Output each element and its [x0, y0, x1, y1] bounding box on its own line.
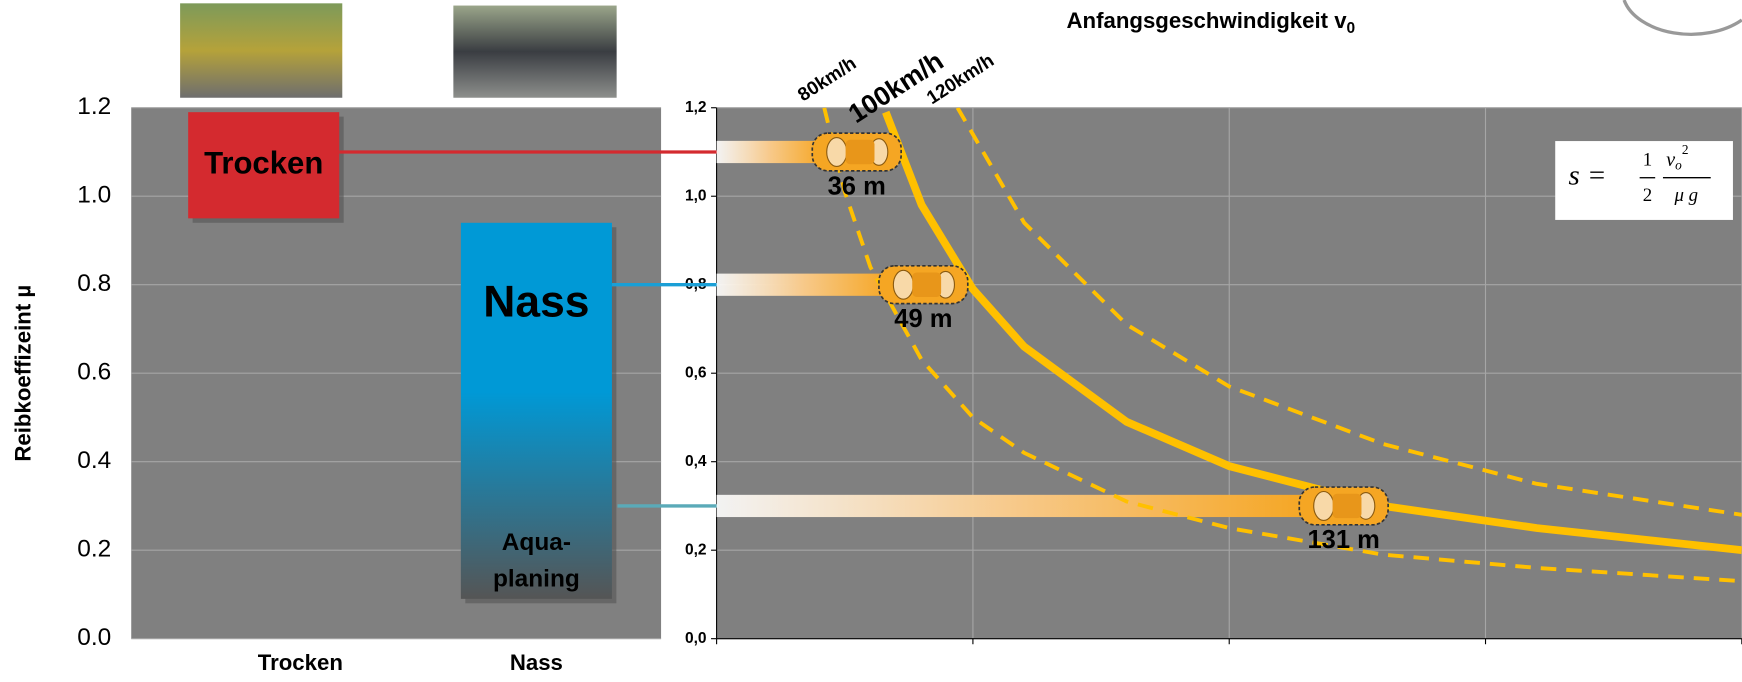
- car-marker: [1299, 487, 1388, 525]
- y-tick-label: 1.2: [77, 93, 111, 120]
- photo-wet-car: [453, 6, 616, 98]
- formula-sub: o: [1675, 158, 1682, 173]
- x-tick-label: Nass: [510, 650, 563, 675]
- car-window: [1314, 492, 1334, 521]
- y-tick-label: 0.4: [77, 447, 111, 474]
- distance-band: [717, 141, 824, 163]
- y-tick-label: 0.6: [77, 359, 111, 386]
- y-tick-label: 1,2: [685, 99, 707, 116]
- title-main: Anfangsgeschwindigkeit v: [1066, 8, 1347, 33]
- y-axis-title: Reibkoeffizeint µ: [10, 285, 35, 462]
- car-roof: [912, 273, 941, 297]
- car-roof: [1333, 494, 1362, 518]
- formula-lhs: s =: [1569, 159, 1607, 191]
- car-window: [893, 270, 913, 299]
- y-tick-label: 1.0: [77, 182, 111, 209]
- car-roof: [846, 140, 875, 164]
- y-tick-label: 0,0: [685, 630, 707, 647]
- x-tick-label: Trocken: [258, 650, 343, 675]
- bar-label: Trocken: [204, 145, 323, 180]
- formula-den2: μ g: [1673, 185, 1698, 206]
- y-tick-label: 0.0: [77, 624, 111, 651]
- car-window: [827, 138, 847, 167]
- formula-box: s = 1 2 vo2 μ g: [1555, 141, 1733, 220]
- car-marker: [812, 133, 901, 171]
- y-tick-label: 0.8: [77, 270, 111, 297]
- formula-sup: 2: [1682, 142, 1689, 157]
- y-tick-label: 0,2: [685, 541, 707, 558]
- y-tick-label: 1,0: [685, 187, 707, 204]
- distance-label: 49 m: [894, 305, 952, 333]
- distance-band: [717, 495, 1311, 517]
- formula-num1: 1: [1643, 149, 1652, 170]
- distance-band: [717, 274, 890, 296]
- chart-title: Anfangsgeschwindigkeit v0: [1066, 8, 1355, 37]
- title-sub: 0: [1347, 20, 1356, 37]
- inner-label: planing: [493, 565, 580, 592]
- distance-label: 36 m: [828, 172, 886, 200]
- slide: Anfangsgeschwindigkeit v0 Reibkoeffizein…: [0, 0, 1742, 682]
- formula-v: v: [1666, 149, 1675, 171]
- bar-label: Nass: [483, 278, 589, 327]
- y-tick-label: 0.2: [77, 536, 111, 563]
- inner-label: Aqua-: [502, 529, 571, 556]
- formula-den1: 2: [1643, 185, 1652, 206]
- car-marker: [879, 266, 968, 304]
- distance-label: 131 m: [1307, 526, 1379, 554]
- y-tick-label: 0,4: [685, 453, 707, 470]
- photo-race-car: [180, 3, 342, 97]
- y-tick-label: 0,6: [685, 364, 707, 381]
- logo-edge: [1624, 0, 1742, 34]
